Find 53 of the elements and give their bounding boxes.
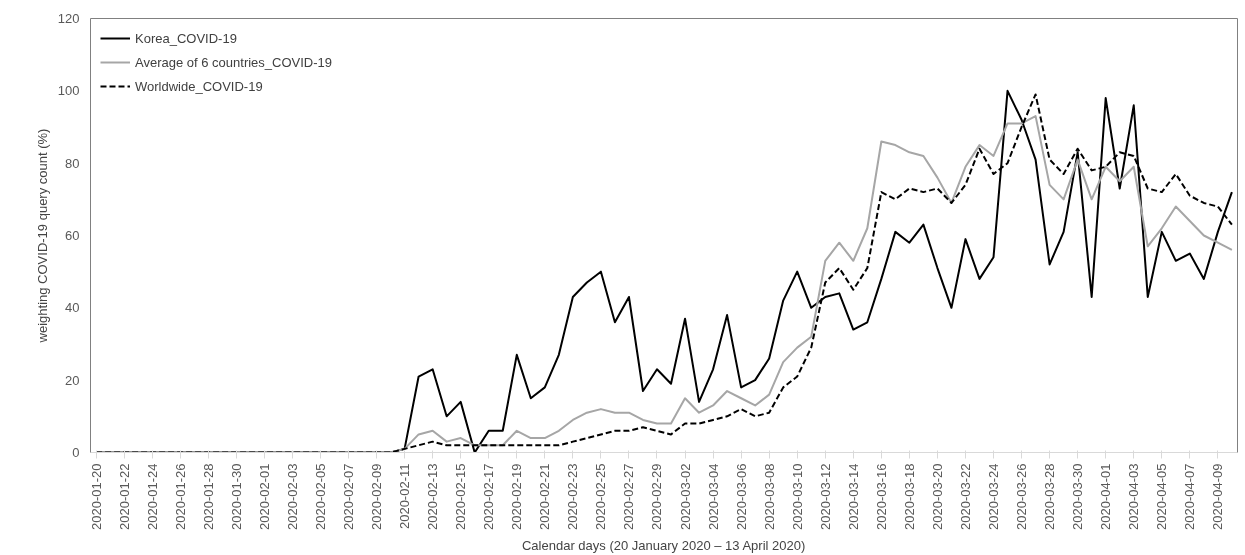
x-tick-label: 2020-04-01: [1098, 463, 1114, 530]
x-tick-label: 2020-02-11: [397, 463, 413, 530]
y-tick-label: 80: [65, 155, 80, 171]
x-tick-label: 2020-02-27: [621, 463, 637, 530]
x-tick-label: 2020-02-03: [284, 463, 300, 530]
x-tick-label: 2020-02-29: [649, 463, 665, 530]
x-tick-label: 2020-03-24: [986, 463, 1002, 530]
y-tick-label: 20: [65, 372, 80, 388]
x-tick-label: 2020-03-18: [901, 463, 917, 530]
x-tick-label: 2020-03-16: [873, 463, 889, 530]
x-tick-label: 2020-02-13: [425, 463, 441, 530]
x-tick-label: 2020-03-02: [677, 463, 693, 530]
x-tick-label: 2020-03-20: [929, 463, 945, 530]
x-tick-label: 2020-02-17: [481, 463, 497, 530]
y-tick-label: 40: [65, 300, 80, 316]
legend-label: Worldwide_COVID-19: [135, 78, 263, 94]
x-tick-label: 2020-01-30: [228, 463, 244, 530]
x-tick-label: 2020-04-03: [1126, 463, 1142, 530]
x-tick-label: 2020-03-04: [705, 463, 721, 530]
x-tick-label: 2020-03-12: [817, 463, 833, 530]
x-tick-label: 2020-03-22: [957, 463, 973, 530]
x-tick-label: 2020-03-30: [1070, 463, 1086, 530]
x-tick-label: 2020-02-07: [341, 463, 357, 530]
x-tick-label: 2020-01-28: [200, 463, 216, 530]
x-tick-label: 2020-04-05: [1154, 463, 1170, 530]
x-tick-label: 2020-04-07: [1182, 463, 1198, 530]
y-tick-label: 60: [65, 228, 80, 243]
legend-label: Average of 6 countries_COVID-19: [135, 54, 333, 70]
x-tick-label: 2020-01-26: [172, 463, 188, 530]
x-tick-label: 2020-02-01: [256, 463, 272, 530]
y-tick-label: 120: [57, 11, 80, 26]
x-tick-label: 2020-02-23: [565, 463, 581, 530]
x-tick-label: 2020-03-08: [761, 463, 777, 530]
x-tick-label: 2020-03-28: [1042, 463, 1058, 530]
x-tick-label: 2020-03-14: [845, 463, 861, 530]
x-tick-label: 2020-01-22: [116, 463, 132, 530]
x-tick-label: 2020-02-19: [509, 463, 525, 530]
y-tick-label: 100: [57, 83, 80, 99]
x-tick-label: 2020-03-10: [789, 463, 805, 530]
x-tick-label: 2020-04-09: [1210, 463, 1226, 530]
x-tick-label: 2020-02-09: [369, 463, 385, 530]
x-tick-label: 2020-02-05: [312, 463, 328, 530]
x-tick-label: 2020-02-25: [593, 463, 609, 530]
x-axis-title: Calendar days (20 January 2020 – 13 April 2020): [521, 538, 806, 553]
x-tick-label: 2020-02-21: [537, 463, 553, 530]
legend-label: Korea_COVID-19: [135, 30, 237, 46]
x-tick-label: 2020-01-24: [144, 463, 160, 530]
x-tick-label: 2020-01-20: [88, 463, 104, 530]
y-tick-label: 0: [72, 445, 80, 460]
y-axis-title: weighting COVID-19 query count (%): [34, 128, 50, 344]
x-tick-label: 2020-03-26: [1014, 463, 1030, 530]
x-tick-label: 2020-02-15: [453, 463, 469, 530]
x-tick-label: 2020-03-06: [733, 463, 749, 530]
